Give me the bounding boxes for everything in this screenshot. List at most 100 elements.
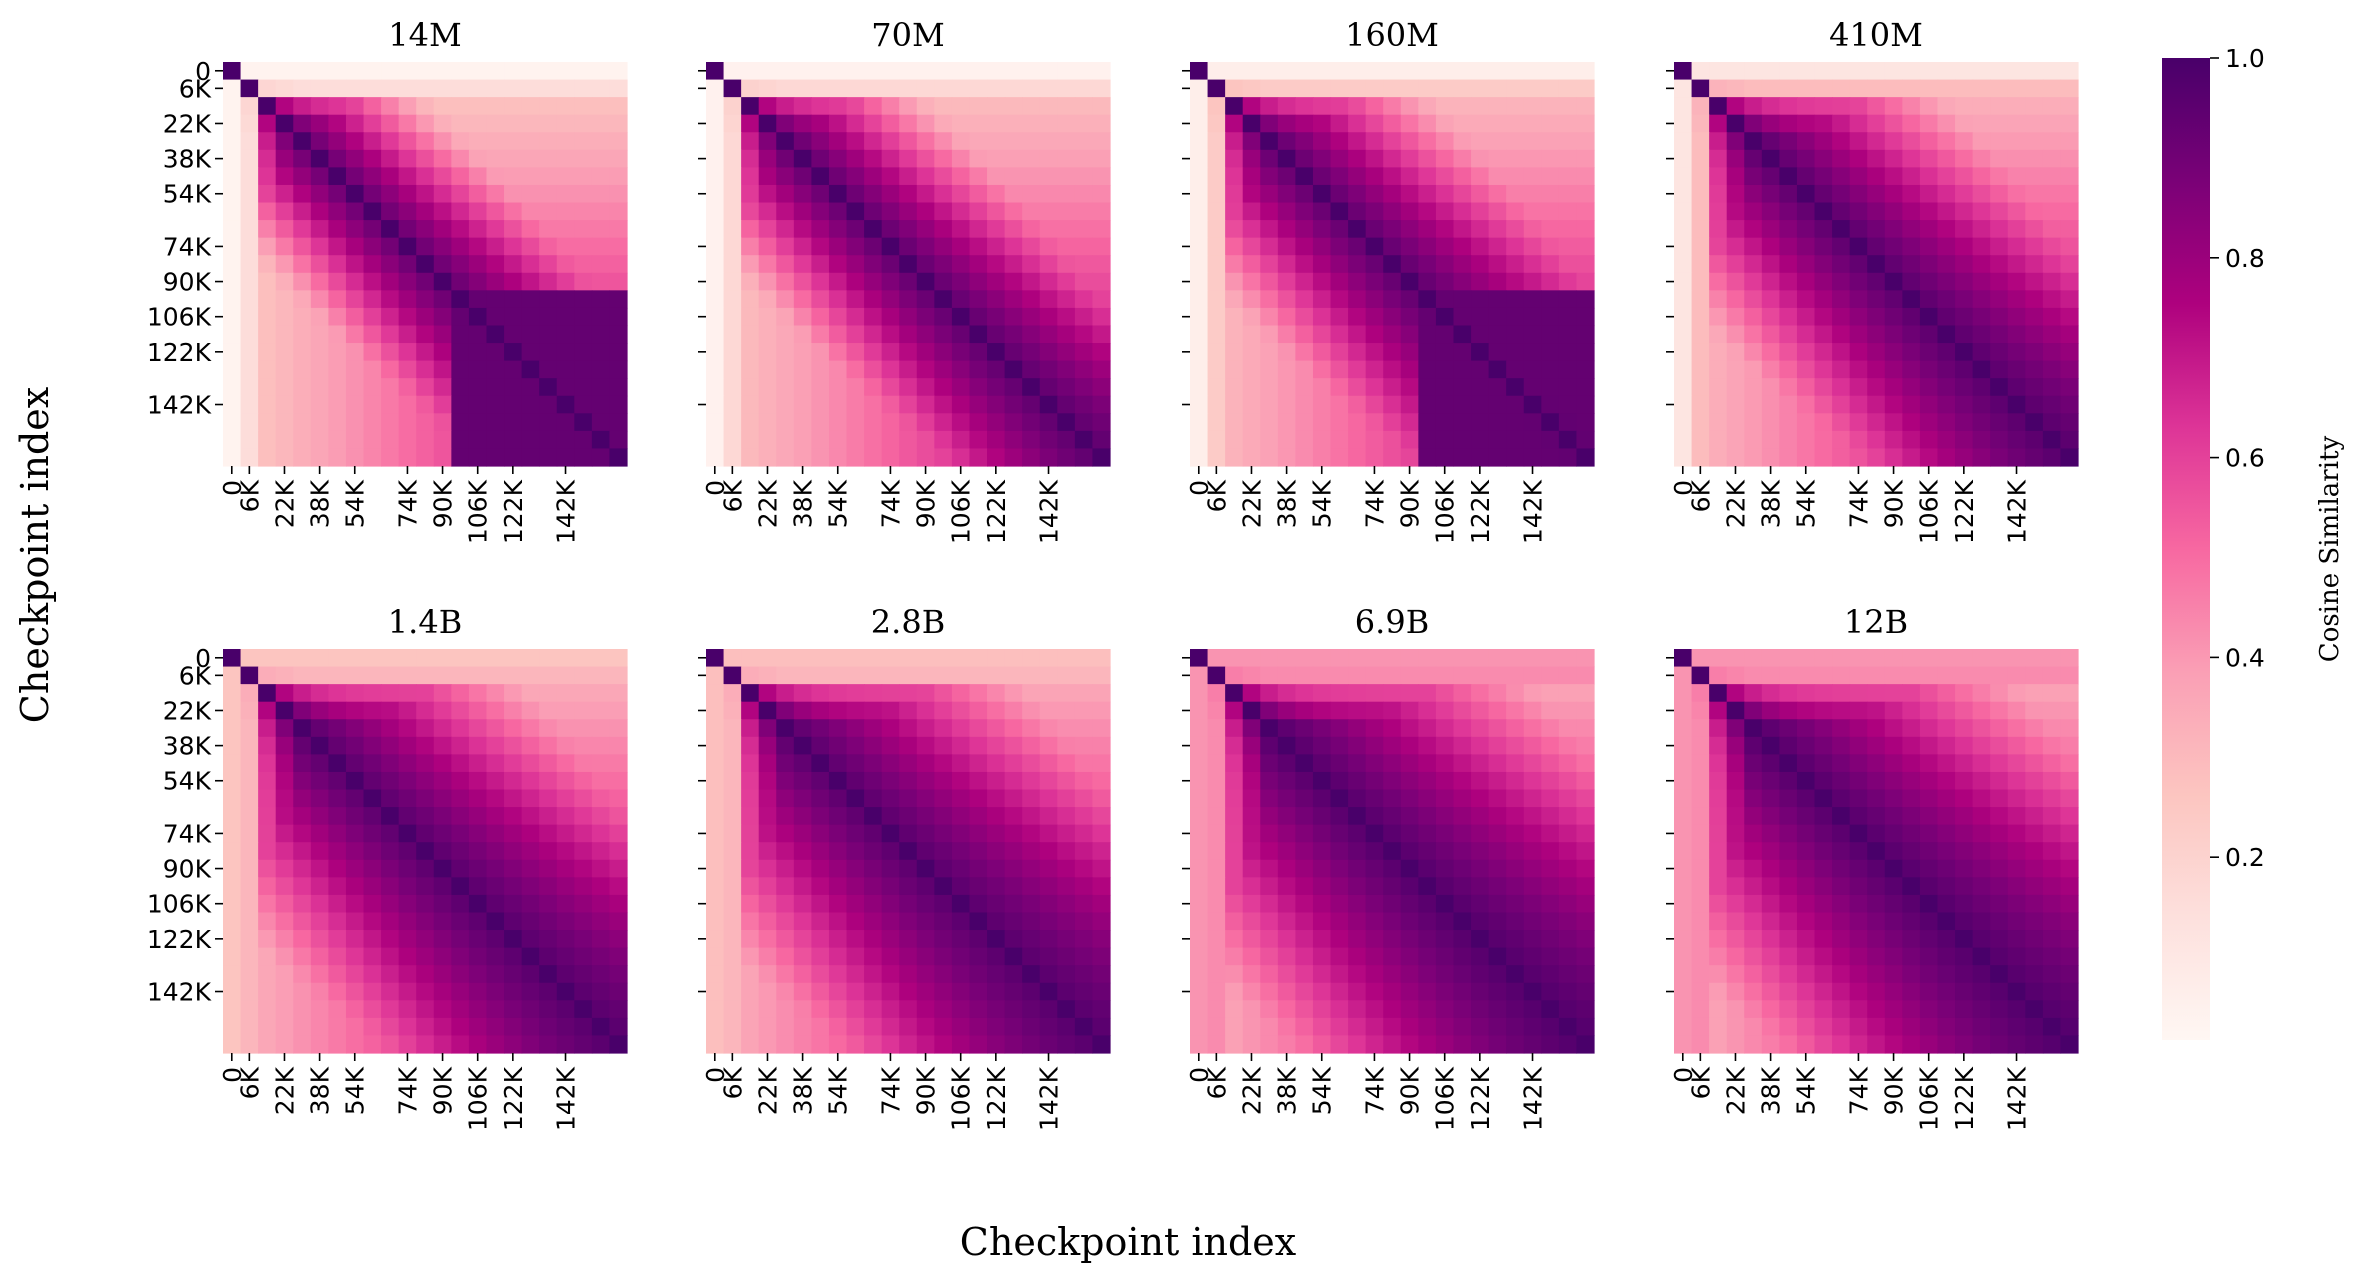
heatmap-cell (345, 982, 365, 1001)
heatmap-cell (2060, 982, 2079, 1001)
heatmap-cell (381, 202, 400, 221)
heatmap-cell (310, 378, 329, 397)
heatmap-cell (969, 114, 988, 133)
heatmap-cell (1057, 343, 1076, 362)
heatmap-cell (1295, 149, 1314, 168)
heatmap-cell (1435, 132, 1455, 151)
heatmap-cell (1295, 255, 1314, 274)
heatmap-cell (1506, 1000, 1525, 1019)
heatmap-cell (2025, 184, 2044, 204)
heatmap-cell (398, 395, 417, 414)
heatmap-cell (1674, 202, 1693, 221)
heatmap-cell (1814, 859, 1833, 878)
heatmap-cell (1295, 114, 1314, 133)
heatmap-cell (706, 859, 725, 878)
heatmap-cell (1576, 930, 1595, 949)
heatmap-cell (1471, 202, 1490, 221)
heatmap-cell (1726, 448, 1745, 467)
heatmap-cell (1761, 272, 1780, 291)
heatmap-cell (223, 877, 242, 896)
heatmap-cell (504, 754, 523, 773)
heatmap-cell (1779, 413, 1798, 432)
heatmap-cell (1849, 202, 1868, 221)
heatmap-cell (591, 1000, 611, 1019)
heatmap-cell (1242, 325, 1261, 344)
heatmap-cell (1277, 807, 1296, 826)
heatmap-cell (899, 343, 918, 362)
heatmap-cell (1744, 666, 1763, 685)
heatmap-cell (1814, 1017, 1833, 1037)
heatmap-cell (1902, 237, 1921, 256)
heatmap-cell (1330, 1017, 1349, 1037)
heatmap-cell (1330, 736, 1349, 755)
heatmap-cell (846, 272, 865, 291)
heatmap-cell (310, 771, 329, 791)
heatmap-cell (934, 62, 953, 81)
heatmap-cell (987, 395, 1006, 414)
heatmap-cell (916, 982, 935, 1001)
heatmap-cell (1972, 290, 1991, 309)
heatmap-cell (1814, 395, 1833, 414)
heatmap-cell (433, 378, 452, 397)
heatmap-cell (1400, 79, 1419, 98)
heatmap-cell (556, 255, 575, 274)
heatmap-cell (293, 325, 312, 344)
heatmap-cell (1761, 912, 1780, 931)
heatmap-cell (1990, 771, 2009, 791)
heatmap-cell (1832, 754, 1851, 773)
heatmap-cell (1330, 684, 1349, 703)
heatmap-cell (609, 167, 628, 186)
heatmap-cell (1277, 771, 1296, 791)
heatmap-cell (706, 220, 725, 239)
heatmap-cell (1471, 877, 1490, 896)
heatmap-cell (1919, 1000, 1939, 1019)
heatmap-cell (1867, 184, 1886, 204)
heatmap-cell (1004, 842, 1023, 861)
heatmap-cell (899, 965, 918, 984)
heatmap-cell (793, 360, 812, 379)
heatmap-cell (468, 167, 488, 186)
heatmap-cell (828, 789, 848, 808)
heatmap-cell (1260, 789, 1279, 808)
heatmap-cell (258, 255, 277, 274)
heatmap-cell (1506, 290, 1525, 309)
heatmap-cell (451, 684, 470, 703)
heatmap-cell (916, 237, 935, 256)
heatmap-cell (1400, 167, 1419, 186)
heatmap-cell (1919, 430, 1939, 450)
heatmap-cell (1242, 877, 1261, 896)
heatmap-cell (539, 272, 558, 291)
heatmap-cell (556, 343, 575, 362)
heatmap-cell (811, 97, 830, 116)
heatmap-cell (1972, 430, 1991, 450)
heatmap-cell (899, 114, 918, 133)
heatmap-cell (1761, 448, 1780, 467)
heatmap-cell (1435, 167, 1455, 186)
heatmap-cell (468, 395, 488, 414)
heatmap-cell (1709, 360, 1728, 379)
heatmap-cell (723, 430, 742, 450)
heatmap-cell (1418, 325, 1437, 344)
heatmap-cell (293, 719, 312, 738)
heatmap-cell (793, 912, 812, 931)
heatmap-cell (1541, 771, 1560, 791)
heatmap-cell (609, 877, 628, 896)
heatmap-cell (1435, 771, 1455, 791)
heatmap-cell (969, 789, 988, 808)
heatmap-cell (987, 360, 1006, 379)
x-tick-label: 106K (464, 1066, 493, 1131)
heatmap-cell (741, 79, 760, 98)
heatmap-cell (433, 824, 452, 843)
heatmap-cell (1796, 859, 1816, 878)
heatmap-cell (1955, 1017, 1974, 1037)
heatmap-cell (1039, 202, 1058, 221)
heatmap-cell (504, 701, 523, 720)
heatmap-cell (1814, 149, 1833, 168)
heatmap-cell (1260, 290, 1279, 309)
heatmap-cell (1074, 149, 1094, 168)
heatmap-cell (1488, 132, 1507, 151)
heatmap-cell (1576, 448, 1595, 467)
heatmap-cell (1523, 430, 1542, 450)
heatmap-cell (1779, 912, 1798, 931)
heatmap-cell (1039, 395, 1058, 414)
